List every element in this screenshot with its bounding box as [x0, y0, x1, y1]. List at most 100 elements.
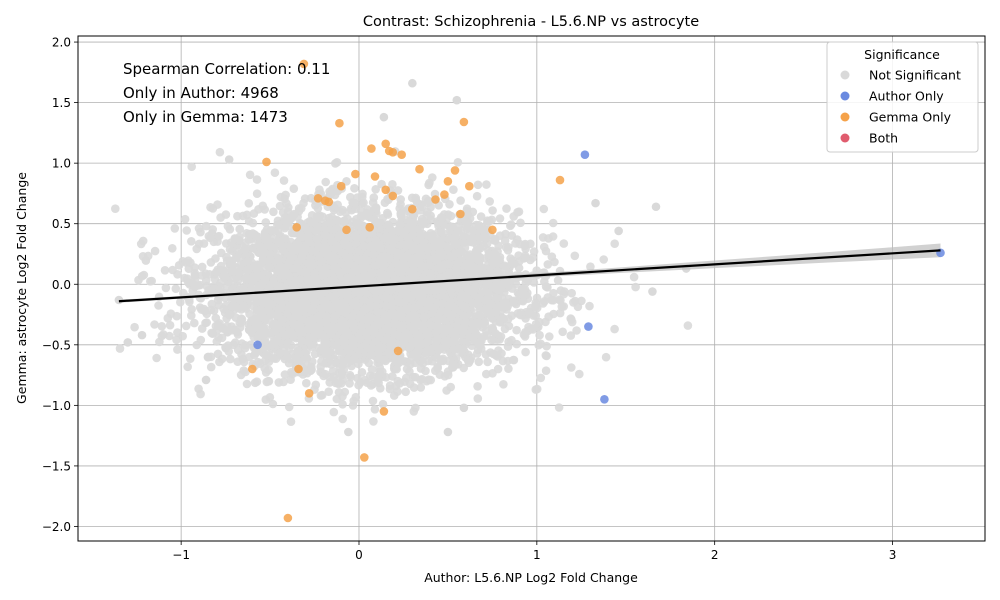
not-significant-point [199, 239, 209, 248]
not-significant-point [321, 177, 331, 187]
not-significant-point [208, 225, 217, 234]
not-significant-point [393, 387, 402, 396]
not-significant-point [540, 297, 549, 306]
not-significant-point [532, 384, 542, 394]
not-significant-point [172, 311, 182, 321]
not-significant-point [284, 402, 294, 412]
not-significant-point [242, 210, 252, 220]
not-significant-point [252, 189, 262, 198]
not-significant-point [263, 376, 273, 386]
not-significant-point [485, 197, 495, 206]
not-significant-point [360, 375, 370, 385]
not-significant-point [350, 184, 359, 193]
not-significant-point [535, 317, 544, 327]
not-significant-point [496, 306, 506, 315]
not-significant-point [503, 342, 513, 351]
not-significant-point [146, 277, 155, 286]
not-significant-point [567, 288, 576, 298]
not-significant-point [435, 370, 445, 380]
not-significant-point [357, 368, 367, 377]
not-significant-point [306, 193, 316, 203]
not-significant-point [388, 180, 397, 189]
not-significant-point [567, 363, 576, 372]
not-significant-point [402, 373, 411, 383]
not-significant-point [141, 256, 151, 265]
not-significant-point [353, 373, 362, 383]
not-significant-point [195, 303, 205, 312]
not-significant-point [242, 379, 252, 389]
not-significant-point [170, 224, 180, 233]
not-significant-point [544, 234, 553, 243]
not-significant-points [111, 78, 693, 437]
not-significant-point [683, 321, 693, 330]
not-significant-point [548, 218, 558, 228]
not-significant-point [338, 414, 348, 424]
not-significant-point [111, 204, 120, 213]
not-significant-point [328, 366, 338, 376]
not-significant-point [521, 347, 530, 357]
not-significant-point [203, 352, 213, 362]
not-significant-point [233, 211, 242, 221]
not-significant-point [217, 354, 227, 364]
not-significant-point [495, 214, 505, 223]
not-significant-point [354, 380, 363, 390]
not-significant-point [545, 332, 554, 341]
not-significant-point [547, 252, 557, 261]
not-significant-point [171, 284, 181, 294]
not-significant-point [610, 324, 619, 334]
not-significant-point [186, 354, 195, 364]
not-significant-point [157, 322, 167, 331]
not-significant-point [201, 221, 211, 231]
not-significant-point [213, 200, 222, 209]
not-significant-point [499, 380, 508, 389]
not-significant-point [559, 239, 569, 248]
not-significant-point [378, 214, 388, 223]
not-significant-point [152, 353, 161, 363]
not-significant-point [244, 199, 254, 208]
not-significant-point [555, 308, 565, 318]
not-significant-point [458, 344, 468, 354]
not-significant-point [502, 204, 511, 213]
not-significant-point [474, 357, 484, 367]
not-significant-point [376, 384, 385, 393]
not-significant-point [542, 341, 551, 351]
not-significant-point [269, 207, 278, 217]
not-significant-point [244, 264, 253, 274]
not-significant-point [239, 357, 249, 367]
not-significant-point [446, 223, 455, 232]
not-significant-point [261, 218, 271, 227]
not-significant-point [369, 417, 378, 426]
not-significant-point [554, 403, 564, 412]
not-significant-point [252, 175, 262, 184]
not-significant-point [165, 320, 175, 330]
not-significant-point [393, 376, 403, 386]
not-significant-point [528, 253, 537, 262]
not-significant-point [443, 370, 453, 380]
not-significant-point [312, 225, 322, 235]
not-significant-point [557, 302, 567, 311]
not-significant-point [445, 200, 454, 209]
not-significant-point [279, 176, 289, 185]
not-significant-point [629, 272, 639, 282]
not-significant-point [280, 370, 290, 379]
not-significant-point [401, 387, 411, 397]
not-significant-point [575, 369, 584, 379]
not-significant-point [417, 202, 427, 211]
not-significant-point [226, 354, 235, 364]
not-significant-point [512, 325, 521, 335]
not-significant-point [173, 328, 182, 337]
not-significant-point [541, 366, 551, 376]
not-significant-point [150, 246, 160, 256]
not-significant-point [572, 326, 581, 335]
not-significant-point [382, 232, 391, 241]
chart-title: Contrast: Schizophrenia - L5.6.NP vs ast… [363, 14, 699, 30]
not-significant-point [260, 231, 270, 241]
not-significant-point [240, 343, 250, 353]
not-significant-point [601, 352, 611, 362]
not-significant-point [284, 358, 294, 368]
not-significant-point [288, 369, 297, 379]
not-significant-point [213, 295, 223, 305]
not-significant-point [544, 312, 553, 322]
not-significant-point [214, 231, 224, 241]
